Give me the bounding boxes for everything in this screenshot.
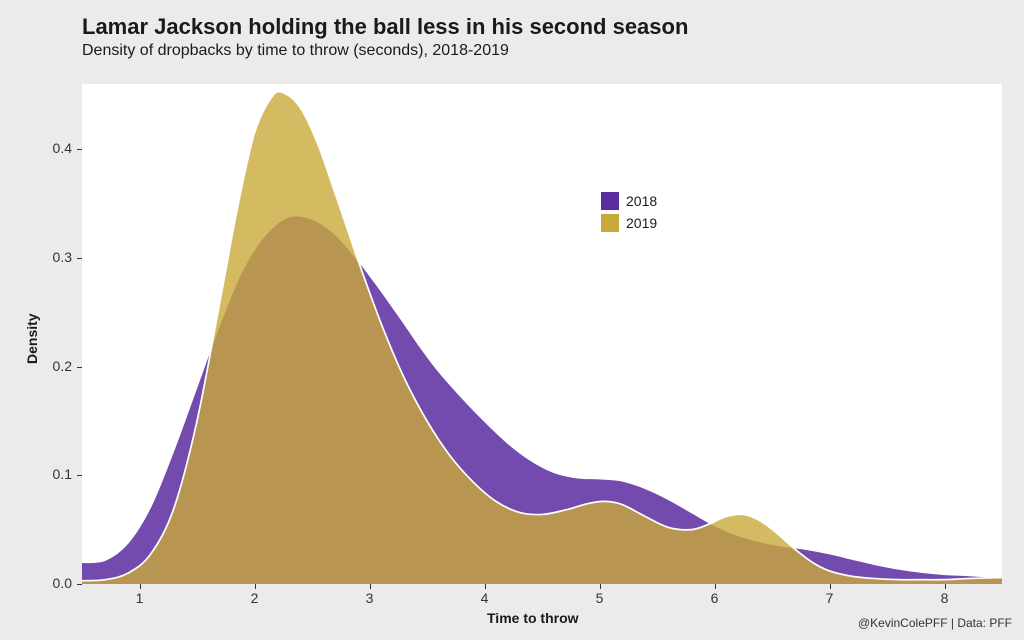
density-plot-svg <box>82 84 1002 584</box>
legend-swatch <box>600 191 620 211</box>
x-tick-mark <box>715 584 716 589</box>
y-tick-mark <box>77 367 82 368</box>
y-tick-mark <box>77 584 82 585</box>
x-tick-mark <box>370 584 371 589</box>
legend: 2018 2019 <box>600 190 657 234</box>
y-tick-label: 0.2 <box>42 358 72 374</box>
x-tick-mark <box>485 584 486 589</box>
chart-container: Lamar Jackson holding the ball less in h… <box>0 0 1024 640</box>
y-axis-title: Density <box>24 313 40 364</box>
legend-swatch <box>600 213 620 233</box>
y-tick-label: 0.4 <box>42 140 72 156</box>
x-tick-mark <box>830 584 831 589</box>
x-tick-mark <box>255 584 256 589</box>
legend-label: 2018 <box>626 193 657 209</box>
y-tick-mark <box>77 258 82 259</box>
x-tick-label: 1 <box>130 590 150 606</box>
chart-title: Lamar Jackson holding the ball less in h… <box>82 14 688 40</box>
x-tick-label: 2 <box>245 590 265 606</box>
y-tick-mark <box>77 475 82 476</box>
y-tick-label: 0.0 <box>42 575 72 591</box>
x-axis-title: Time to throw <box>487 610 579 626</box>
x-tick-label: 5 <box>590 590 610 606</box>
legend-item: 2018 <box>600 190 657 212</box>
y-tick-label: 0.1 <box>42 466 72 482</box>
x-tick-label: 3 <box>360 590 380 606</box>
y-tick-label: 0.3 <box>42 249 72 265</box>
chart-caption: @KevinColePFF | Data: PFF <box>858 616 1012 630</box>
x-tick-mark <box>140 584 141 589</box>
plot-panel <box>82 84 1002 584</box>
y-tick-mark <box>77 149 82 150</box>
x-tick-label: 7 <box>820 590 840 606</box>
legend-item: 2019 <box>600 212 657 234</box>
title-block: Lamar Jackson holding the ball less in h… <box>82 14 688 60</box>
x-tick-mark <box>600 584 601 589</box>
x-tick-label: 4 <box>475 590 495 606</box>
legend-label: 2019 <box>626 215 657 231</box>
x-tick-label: 8 <box>935 590 955 606</box>
x-tick-mark <box>945 584 946 589</box>
x-tick-label: 6 <box>705 590 725 606</box>
chart-subtitle: Density of dropbacks by time to throw (s… <box>82 42 688 60</box>
